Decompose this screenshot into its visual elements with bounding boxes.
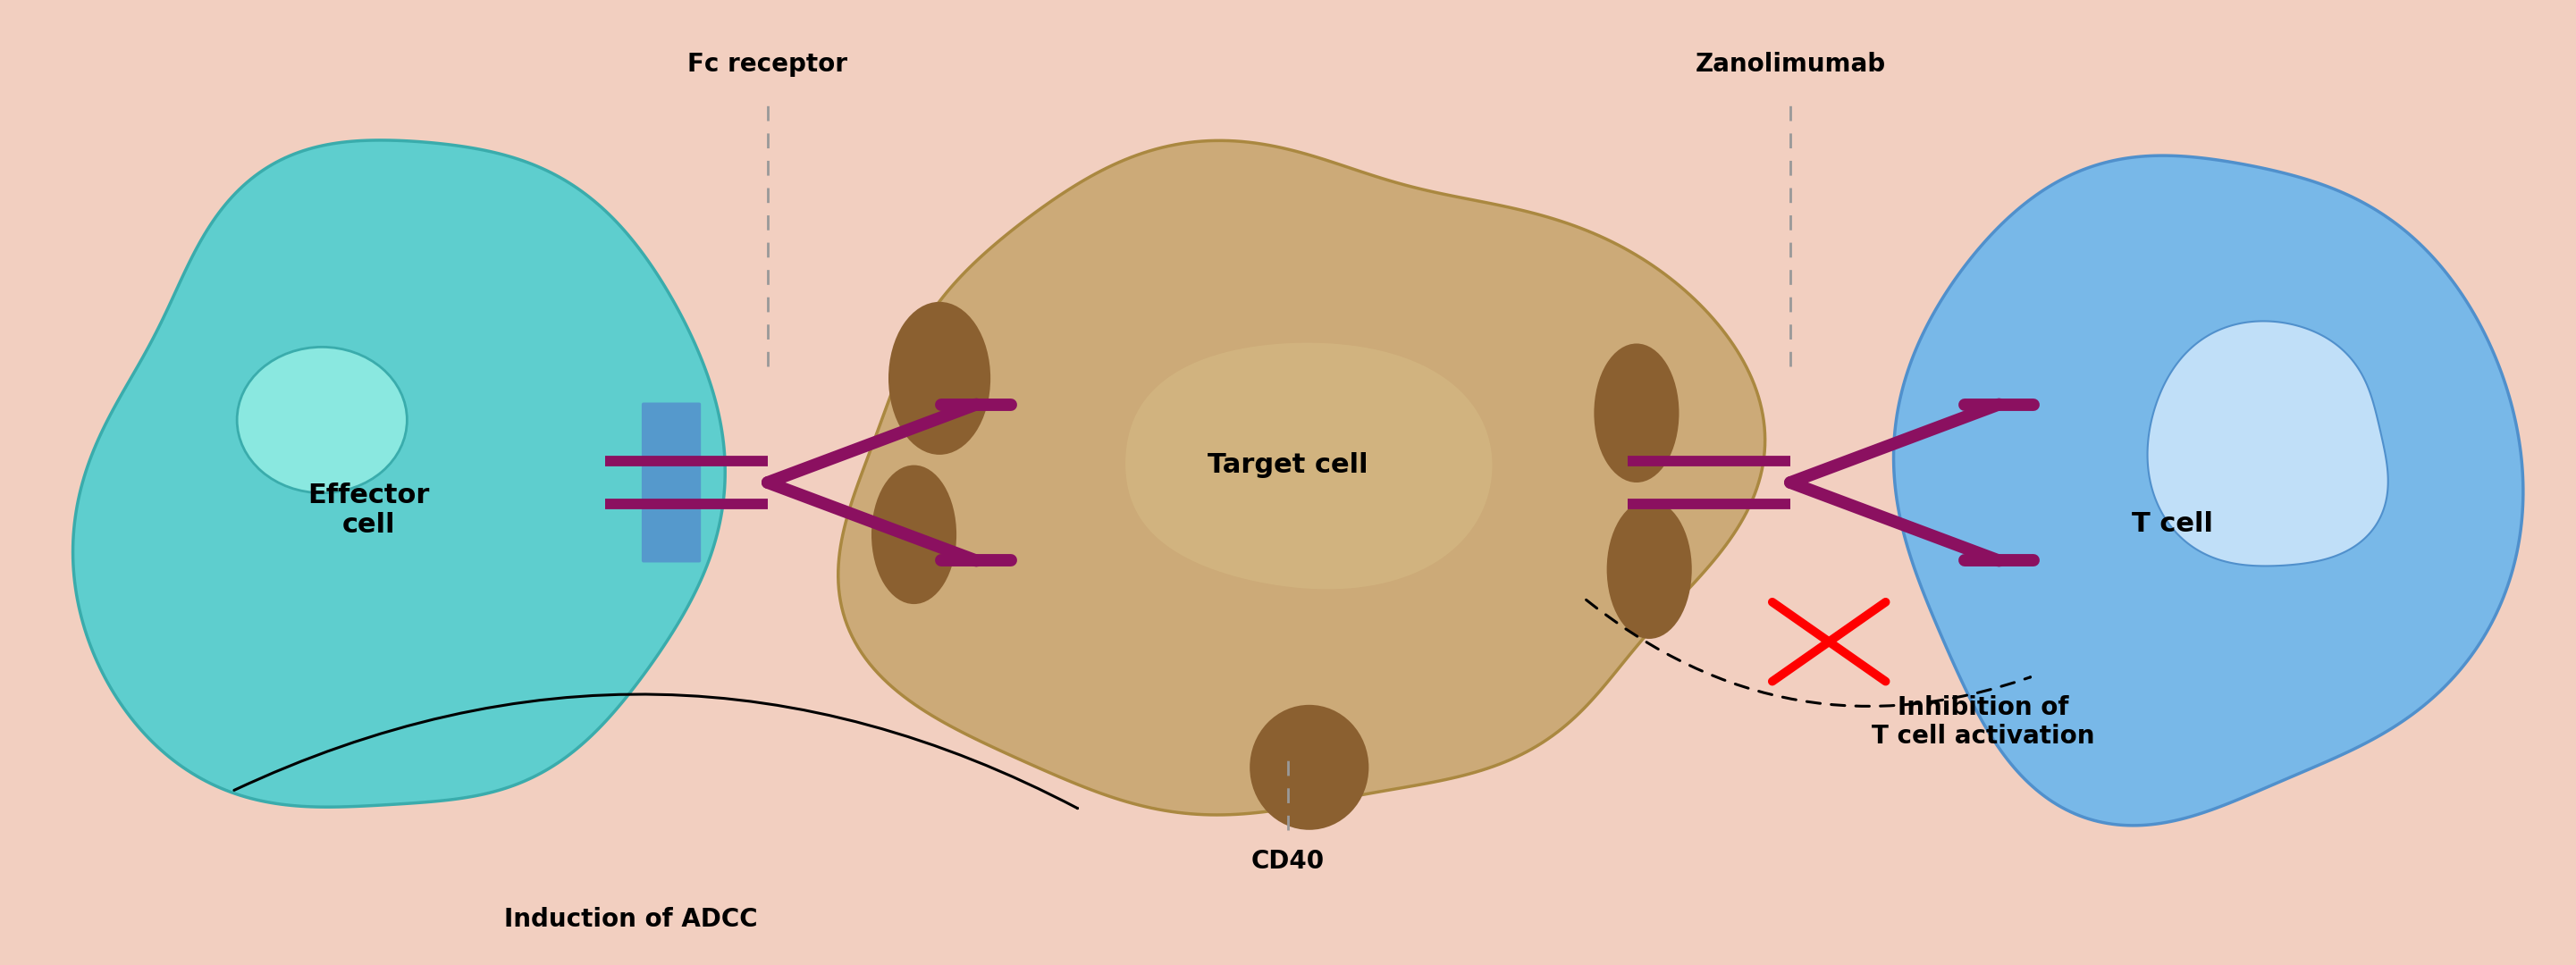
FancyArrowPatch shape (234, 694, 1077, 809)
Ellipse shape (1595, 344, 1680, 482)
Text: Effector
cell: Effector cell (307, 482, 430, 538)
Text: T cell: T cell (2133, 511, 2213, 538)
Polygon shape (1893, 155, 2522, 825)
Ellipse shape (1249, 704, 1368, 830)
Polygon shape (2148, 321, 2388, 566)
Text: CD40: CD40 (1252, 849, 1324, 874)
Text: Inhibition of
T cell activation: Inhibition of T cell activation (1873, 695, 2094, 749)
Text: Target cell: Target cell (1208, 453, 1368, 478)
Text: Induction of ADCC: Induction of ADCC (505, 907, 757, 932)
Ellipse shape (1607, 500, 1692, 639)
FancyArrowPatch shape (1587, 600, 2030, 706)
Ellipse shape (871, 465, 956, 604)
Polygon shape (1126, 343, 1492, 590)
Text: Fc receptor: Fc receptor (688, 52, 848, 77)
Polygon shape (72, 140, 724, 807)
Ellipse shape (889, 302, 989, 455)
Text: Zanolimumab: Zanolimumab (1695, 52, 1886, 77)
Polygon shape (837, 141, 1765, 814)
FancyBboxPatch shape (641, 402, 701, 563)
Ellipse shape (237, 347, 407, 493)
